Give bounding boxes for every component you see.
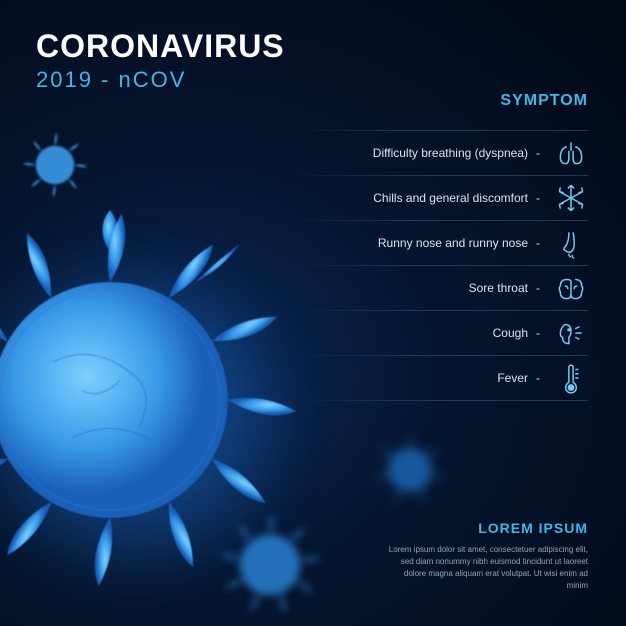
symptom-label: Fever (497, 371, 536, 385)
symptom-row: Cough - (248, 311, 588, 355)
symptoms-list: Difficulty breathing (dyspnea) - Chills … (248, 130, 588, 401)
symptom-label: Cough (493, 326, 536, 340)
nose-icon (554, 226, 588, 260)
dash: - (536, 371, 554, 385)
page-subtitle: 2019 - nCOV (36, 67, 285, 93)
footer-title: LOREM IPSUM (388, 520, 588, 536)
thermometer-icon (554, 361, 588, 395)
virus-small-1 (20, 130, 90, 200)
section-header-symptom: SYMPTOM (500, 92, 588, 110)
symptom-label: Chills and general discomfort (373, 191, 536, 205)
dash: - (536, 236, 554, 250)
symptom-row: Sore throat - (248, 266, 588, 310)
footer-block: LOREM IPSUM Lorem ipsum dolor sit amet, … (388, 520, 588, 592)
title-block: CORONAVIRUS 2019 - nCOV (36, 28, 285, 93)
dash: - (536, 191, 554, 205)
virus-small-2 (215, 510, 325, 620)
symptom-row: Difficulty breathing (dyspnea) - (248, 131, 588, 175)
symptom-row: Fever - (248, 356, 588, 400)
dash: - (536, 326, 554, 340)
symptom-label: Runny nose and runny nose (378, 236, 536, 250)
dash: - (536, 146, 554, 160)
dash: - (536, 281, 554, 295)
symptom-row: Runny nose and runny nose - (248, 221, 588, 265)
footer-text: Lorem ipsum dolor sit amet, consectetuer… (388, 544, 588, 592)
cough-icon (554, 316, 588, 350)
lungs-icon (554, 136, 588, 170)
symptom-label: Difficulty breathing (dyspnea) (373, 146, 536, 160)
symptom-label: Sore throat (469, 281, 536, 295)
divider (288, 400, 588, 401)
page-title: CORONAVIRUS (36, 28, 285, 65)
snowflake-icon (554, 181, 588, 215)
brain-icon (554, 271, 588, 305)
symptom-row: Chills and general discomfort - (248, 176, 588, 220)
virus-small-3 (370, 430, 450, 510)
